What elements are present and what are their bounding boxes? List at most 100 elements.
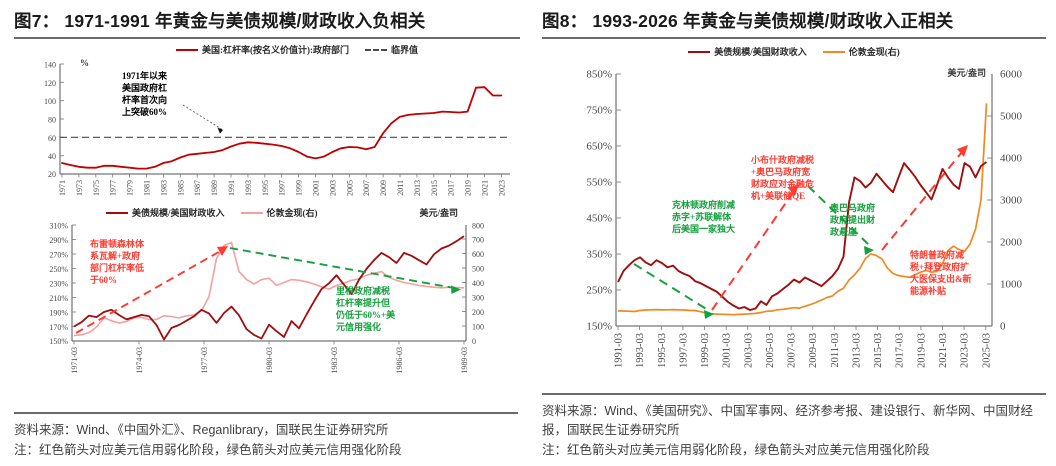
legend-item-gold-8: 伦敦金现(右) <box>822 45 900 58</box>
svg-text:1973: 1973 <box>75 180 84 196</box>
left-footer: 资料来源：Wind、《中国外汇》、Reganlibrary，国联民生证券研究所 … <box>0 412 528 466</box>
line-swatch-pink-icon <box>240 211 263 214</box>
chart7-top-series-leverage <box>61 86 503 170</box>
svg-text:布雷顿森林体: 布雷顿森林体 <box>89 238 145 249</box>
line-swatch-darkred-icon <box>688 50 711 53</box>
svg-text:杆率首次向: 杆率首次向 <box>122 94 167 105</box>
svg-text:1977-03: 1977-03 <box>200 347 209 374</box>
chart8-series-debt-ratio <box>617 161 988 311</box>
svg-text:仍低于60%+美: 仍低于60%+美 <box>335 309 396 320</box>
chart8-red-trend-arrow-2 <box>881 145 968 251</box>
right-title-divider <box>542 37 1046 39</box>
svg-text:于60%: 于60% <box>90 275 117 285</box>
svg-text:+奥巴马政府宽: +奥巴马政府宽 <box>751 166 810 177</box>
legend-item-gold: 伦敦金现(右) <box>240 206 318 219</box>
svg-text:大医保支出&新: 大医保支出&新 <box>910 273 972 284</box>
svg-text:150%: 150% <box>49 337 68 346</box>
svg-text:190%: 190% <box>49 309 68 318</box>
legend-item-leverage: 美国:杠杆率(按名义价值计):政府部门 <box>175 43 349 56</box>
legend-item-debt-ratio-8: 美债规模/美国财政收入 <box>688 45 807 58</box>
svg-text:1995: 1995 <box>261 180 270 196</box>
right-note-line: 注：红色箭头对应美元信用弱化阶段，绿色箭头对应美元信用强化阶段 <box>542 442 930 457</box>
svg-text:2000: 2000 <box>1000 237 1023 249</box>
svg-text:850%: 850% <box>586 69 612 81</box>
svg-text:2011: 2011 <box>396 180 405 196</box>
svg-text:650%: 650% <box>586 141 612 153</box>
svg-text:350%: 350% <box>586 249 612 261</box>
svg-text:250%: 250% <box>49 265 68 274</box>
svg-text:能源补贴: 能源补贴 <box>910 285 946 296</box>
chart8-yticks: 850% 750% 650% 550% 450% 350% 250% 150% <box>586 69 621 333</box>
line-swatch-dashed-icon <box>364 48 387 51</box>
svg-text:200: 200 <box>472 308 484 317</box>
svg-text:170%: 170% <box>49 323 68 332</box>
svg-text:800: 800 <box>472 222 484 231</box>
svg-text:1997-03: 1997-03 <box>678 333 689 368</box>
chart7-bottom-annotation-red: 布雷顿森林体 系瓦解+政府 部门杠杆率低 于60% <box>89 238 145 285</box>
svg-text:上突破60%: 上突破60% <box>122 106 167 117</box>
svg-text:机+美联储QE: 机+美联储QE <box>751 190 805 201</box>
svg-text:1999-03: 1999-03 <box>700 333 711 368</box>
chart7-bottom-y2-unit: 美元/盎司 <box>419 208 459 218</box>
line-swatch-orange-icon <box>822 50 845 53</box>
svg-text:奥巴马政府: 奥巴马政府 <box>829 202 875 213</box>
chart7-bottom-y2ticks: 800 700 600 500 400 300 200 100 0 <box>462 222 484 346</box>
svg-text:0: 0 <box>1000 321 1006 333</box>
svg-text:60: 60 <box>48 134 56 143</box>
right-source-line: 资料来源：Wind、《美国研究》、中国军事网、经济参考报、建设银行、新华网、中国… <box>542 403 1033 438</box>
svg-text:小布什政府减税: 小布什政府减税 <box>750 154 814 165</box>
svg-text:克林顿政府削减: 克林顿政府削减 <box>672 199 735 210</box>
svg-text:2001-03: 2001-03 <box>722 333 733 368</box>
svg-text:1983: 1983 <box>159 180 168 196</box>
svg-text:里根政府减税: 里根政府减税 <box>336 285 390 296</box>
svg-text:1971: 1971 <box>58 180 67 196</box>
chart7-bottom-series-debt-ratio <box>73 235 465 341</box>
left-figure-panel: 图7： 1971-1991 年黄金与美债规模/财政收入负相关 美国:杠杆率(按名… <box>0 11 528 466</box>
legend-label-debt-ratio-8: 美债规模/美国财政收入 <box>714 47 807 57</box>
chart8-annotation-clinton: 克林顿政府削减 赤字+苏联解体 后美国一家独大 <box>672 199 735 234</box>
svg-text:1985: 1985 <box>176 180 185 196</box>
svg-text:2023: 2023 <box>497 180 506 196</box>
svg-text:1979: 1979 <box>126 180 135 196</box>
chart8-y2ticks: 6000 5000 4000 3000 2000 1000 0 <box>987 69 1023 333</box>
chart7-bottom-red-trend-arrow <box>75 246 228 334</box>
svg-text:230%: 230% <box>49 280 68 289</box>
svg-text:1977: 1977 <box>109 180 118 196</box>
svg-text:1991-03: 1991-03 <box>614 333 625 368</box>
svg-text:3000: 3000 <box>1000 195 1023 207</box>
svg-text:100: 100 <box>472 323 484 332</box>
svg-text:700: 700 <box>472 236 484 245</box>
svg-text:2025-03: 2025-03 <box>981 333 992 368</box>
svg-text:150%: 150% <box>586 321 612 333</box>
svg-text:270%: 270% <box>49 251 68 260</box>
svg-text:1993: 1993 <box>244 180 253 196</box>
chart7-top-xticks: 1971 1973 1975 1977 1979 1981 1983 1985 … <box>58 174 506 196</box>
chart7-bottom-yticks: 310% 290% 270% 250% 230% 210% 190% 170% … <box>49 222 76 346</box>
chart8-xticks: 1991-03 1993-03 1995-03 1997-03 1999-03 … <box>614 326 992 368</box>
svg-text:赤字+苏联解体: 赤字+苏联解体 <box>672 211 732 222</box>
svg-text:2019-03: 2019-03 <box>916 333 927 368</box>
svg-text:1980-03: 1980-03 <box>265 347 274 374</box>
svg-text:300: 300 <box>472 294 484 303</box>
chart7-top-legend: 美国:杠杆率(按名义价值计):政府部门 临界值 <box>14 43 520 56</box>
chart8-series-gold <box>617 103 988 316</box>
svg-text:2005: 2005 <box>345 180 354 196</box>
right-figure-panel: 图8： 1993-2026 年黄金与美债规模/财政收入正相关 美债规模/美国财政… <box>528 0 1056 466</box>
svg-text:元信用强化: 元信用强化 <box>336 321 381 332</box>
svg-text:部门杠杆率低: 部门杠杆率低 <box>90 262 144 273</box>
svg-text:2017-03: 2017-03 <box>895 333 906 368</box>
svg-text:财政应对金融危: 财政应对金融危 <box>750 178 814 189</box>
svg-text:2015-03: 2015-03 <box>873 333 884 368</box>
svg-text:1983-03: 1983-03 <box>330 347 339 374</box>
svg-text:1995-03: 1995-03 <box>657 333 668 368</box>
chart8-svg: 850% 750% 650% 550% 450% 350% 250% 150% <box>586 69 1023 369</box>
chart7-top-wrap: % 140 120 100 80 60 40 20 <box>14 56 520 208</box>
svg-text:美国政府杠: 美国政府杠 <box>122 82 167 93</box>
left-source-line: 资料来源：Wind、《中国外汇》、Reganlibrary，国联民生证券研究所 <box>14 423 389 438</box>
chart7-bottom-wrap: 310% 290% 270% 250% 230% 210% 190% 170% … <box>14 219 520 379</box>
svg-text:600: 600 <box>472 250 484 259</box>
right-figure-title: 图8： 1993-2026 年黄金与美债规模/财政收入正相关 <box>542 11 954 31</box>
svg-text:140: 140 <box>44 61 56 70</box>
svg-text:2021-03: 2021-03 <box>938 333 949 368</box>
svg-text:6000: 6000 <box>1000 69 1023 81</box>
